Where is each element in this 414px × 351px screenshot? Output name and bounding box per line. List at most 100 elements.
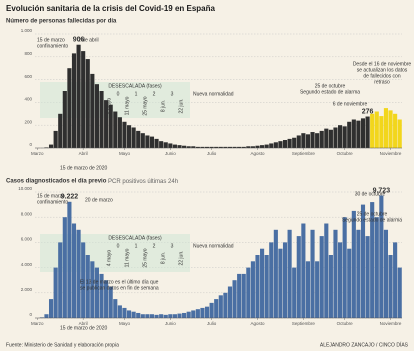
x-tick-label: Abril (79, 151, 88, 156)
bar (296, 135, 301, 148)
phase-label: 1 (135, 91, 138, 97)
annotation: 15 de marzo de 2020 (60, 325, 107, 331)
desescalada-end: Nueva normalidad (193, 91, 234, 97)
annotation: se publican datos en fin de semana (80, 285, 159, 291)
bar (328, 255, 333, 318)
chart-title: Número de personas fallecidas por día (6, 19, 117, 25)
y-tick-label: 1.000 (21, 28, 33, 33)
bar (113, 111, 118, 148)
x-tick-label: Agosto (250, 151, 265, 156)
y-tick-label: 200 (24, 119, 32, 124)
y-tick-label: 0 (29, 312, 32, 317)
bar (186, 146, 191, 148)
source: Fuente: Ministerio de Sanidad y elaborac… (6, 342, 119, 348)
bar (204, 306, 210, 318)
bar (81, 51, 86, 148)
bar (76, 44, 81, 148)
bar (347, 121, 352, 148)
phase-date: 11 mayo (124, 248, 130, 267)
phase-label: 2 (153, 243, 156, 249)
bar (131, 311, 136, 318)
bar (90, 73, 95, 148)
bar (182, 145, 187, 148)
bar (365, 116, 370, 148)
bar (126, 125, 132, 148)
bar (374, 111, 379, 148)
bar (388, 110, 393, 148)
bar (223, 292, 228, 318)
bar (48, 299, 54, 318)
bar (360, 204, 366, 318)
bar (122, 307, 127, 318)
bar (62, 217, 67, 318)
bar (182, 312, 187, 318)
bar (273, 142, 278, 148)
bar (62, 91, 67, 148)
bar (365, 236, 370, 318)
annotation: confinamiento (37, 199, 68, 205)
bar (223, 146, 228, 148)
bar (264, 144, 269, 148)
chart-subtitle: PCR positivos últimas 24h (106, 179, 178, 185)
bar (379, 195, 384, 318)
bar (154, 314, 159, 318)
bar (131, 127, 136, 148)
phase-label: 0 (117, 243, 120, 249)
chart-title: Casos diagnosticados el día previo PCR p… (6, 179, 178, 185)
y-tick-label: 400 (24, 97, 32, 102)
bar (282, 242, 288, 318)
bar (214, 146, 219, 148)
bar (191, 310, 196, 318)
bar (260, 145, 265, 148)
bar (315, 133, 320, 148)
x-tick-label: Octubre (337, 151, 354, 156)
bar (209, 146, 214, 148)
annotation: 20 de marzo (85, 197, 113, 203)
x-tick-label: Mayo (119, 321, 131, 326)
bar (94, 267, 99, 318)
bar (255, 145, 260, 148)
bar (117, 305, 122, 318)
annotation: 25 de octubre (315, 83, 346, 89)
bar (278, 141, 283, 148)
bar (232, 146, 237, 148)
bar (227, 146, 233, 148)
bar (108, 286, 113, 318)
bar (397, 267, 402, 318)
phase-date: 8 jun. (160, 100, 166, 112)
bar (81, 242, 86, 318)
bar (48, 144, 54, 148)
bar (168, 314, 173, 318)
bar (76, 229, 81, 318)
bar (292, 137, 297, 148)
desescalada-title: DESESCALADA (fases) (108, 235, 162, 241)
bar (292, 267, 297, 318)
bar (338, 242, 343, 318)
phase-date: 11 mayo (124, 96, 130, 115)
bar (301, 223, 306, 318)
bar (204, 146, 210, 148)
y-tick-label: 4.000 (21, 262, 33, 267)
bar (195, 146, 200, 148)
bar (159, 314, 164, 318)
bar (305, 261, 311, 318)
bar (370, 113, 375, 148)
bar (172, 314, 177, 318)
x-tick-label: Abril (79, 321, 88, 326)
bar (214, 299, 219, 318)
bar (374, 217, 379, 318)
bar (227, 286, 233, 318)
phase-date: 22 jun. (178, 98, 184, 113)
desescalada-title: DESESCALADA (fases) (108, 83, 162, 89)
bar (104, 100, 109, 148)
bar (347, 248, 352, 318)
annotation: retraso (374, 79, 390, 85)
bar (379, 116, 384, 148)
bar (195, 309, 200, 318)
bar (113, 299, 118, 318)
bar (397, 119, 402, 148)
bar (71, 53, 77, 148)
y-tick-label: 600 (24, 74, 32, 79)
bar (94, 84, 99, 148)
bar (338, 125, 343, 148)
